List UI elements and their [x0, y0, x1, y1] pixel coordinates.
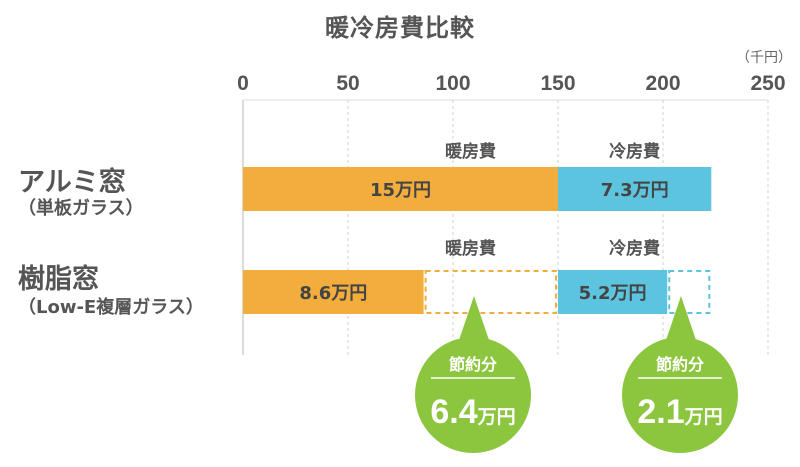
category-sublabel-aluminum: （単板ガラス） — [18, 198, 144, 219]
savings-value-number: 6.4 — [430, 393, 477, 431]
segment-label-heating: 暖房費 — [445, 141, 496, 162]
bar-label-heating: 15万円 — [370, 180, 431, 201]
segment-label-heating: 暖房費 — [445, 238, 496, 259]
chart-title: 暖冷房費比較 — [325, 14, 475, 42]
bar-label-cooling: 7.3万円 — [601, 180, 669, 201]
savings-bubble-pointer — [458, 296, 490, 343]
savings-value-unit: 万円 — [684, 406, 723, 428]
savings-bubble-title: 節約分 — [655, 355, 704, 374]
savings-bubble — [622, 337, 738, 453]
category-sublabel-resin: （Low-E複層ガラス） — [18, 297, 204, 318]
x-tick-label: 100 — [435, 72, 470, 95]
savings-bubble-pointer — [665, 296, 697, 343]
x-tick-label: 200 — [645, 72, 680, 95]
savings-bubble-value: 6.4万円 — [430, 393, 515, 431]
bar-heating — [243, 270, 424, 314]
x-tick-label: 0 — [237, 72, 249, 95]
bar-cooling — [558, 270, 668, 314]
savings-outline-cooling — [668, 270, 711, 314]
savings-value-unit: 万円 — [477, 406, 516, 428]
x-tick-label: 150 — [540, 72, 575, 95]
bar-heating — [243, 167, 558, 211]
bar-label-heating: 8.6万円 — [299, 283, 367, 304]
x-tick-label: 250 — [750, 72, 785, 95]
savings-value-number: 2.1 — [637, 393, 684, 431]
savings-bubble — [415, 337, 531, 453]
unit-label: （千円） — [736, 50, 792, 66]
segment-label-cooling: 冷房費 — [609, 238, 660, 259]
bar-label-cooling: 5.2万円 — [579, 283, 647, 304]
savings-outline-heating — [424, 270, 557, 314]
category-label-aluminum: アルミ窓 — [18, 167, 126, 198]
bar-cooling — [558, 167, 712, 211]
savings-bubble-value: 2.1万円 — [637, 393, 722, 431]
category-label-resin: 樹脂窓 — [18, 264, 99, 295]
savings-bubble-title: 節約分 — [448, 355, 497, 374]
x-tick-label: 50 — [336, 72, 359, 95]
segment-label-cooling: 冷房費 — [609, 141, 660, 162]
